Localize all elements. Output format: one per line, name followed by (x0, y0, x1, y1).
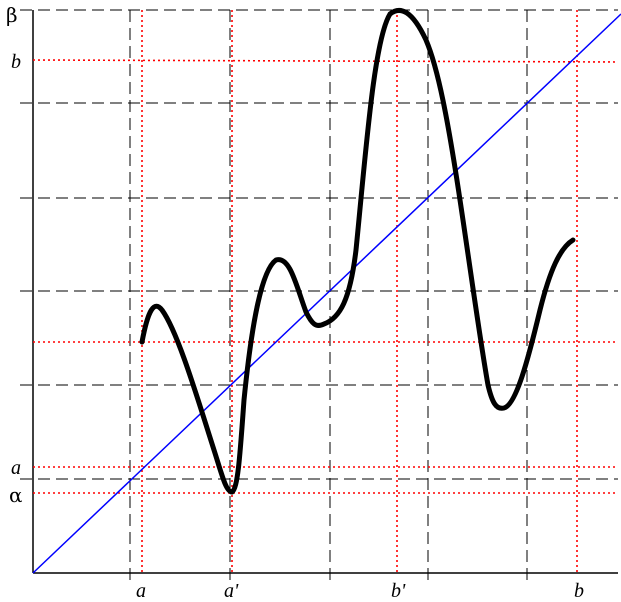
dashed-grid-horizontal (20, 9, 618, 480)
y-label-b: b (11, 51, 21, 73)
red-dotted-lines (32, 10, 619, 573)
diagonal-line (32, 13, 621, 574)
y-label-beta: β (6, 3, 18, 27)
x-label-a-prime: a' (224, 580, 239, 602)
red-h-b (32, 59, 619, 63)
x-label-b: b (574, 580, 584, 602)
y-label-alpha: α (9, 483, 23, 507)
x-label-b-prime: b' (391, 580, 406, 602)
dashed-grid-vertical (129, 10, 528, 585)
y-label-a: a (11, 457, 21, 479)
function-curve (139, 7, 576, 495)
x-label-a: a (136, 580, 146, 602)
